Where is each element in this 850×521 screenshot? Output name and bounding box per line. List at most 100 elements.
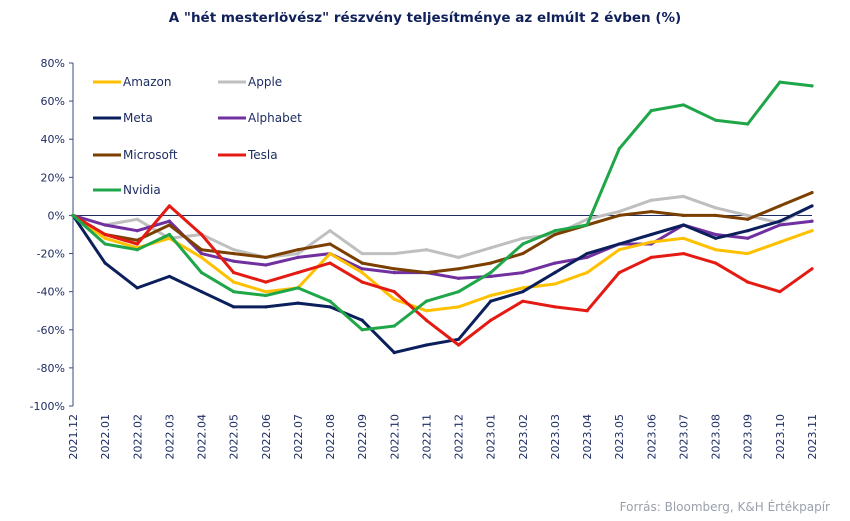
data-point-apple [232,248,236,252]
data-point-amazon [232,280,236,284]
x-tick-label: 2023.03 [549,414,562,460]
data-point-nvidia [199,271,204,275]
x-tick-label: 2023.11 [806,414,819,460]
data-point-meta [360,318,364,322]
legend-label: Nvidia [123,183,161,197]
data-point-apple [456,255,461,259]
data-point-nvidia [103,242,107,246]
series-line-nvidia [71,80,814,332]
series-line-microsoft [71,191,814,275]
data-point-nvidia [71,213,75,218]
data-point-amazon [649,240,653,244]
data-point-nvidia [489,271,493,275]
data-point-microsoft [489,261,493,265]
data-point-microsoft [264,255,268,259]
x-tick-label: 2022.09 [356,414,369,460]
data-point-tesla [232,271,236,275]
x-tick-label: 2022.12 [453,414,466,460]
y-tick-label: 80% [41,57,65,70]
data-point-meta [135,286,139,290]
data-point-microsoft [746,217,750,221]
data-point-amazon [714,248,718,252]
x-tick-label: 2022.11 [420,414,433,460]
data-point-apple [746,213,750,218]
data-point-apple [489,246,493,250]
data-point-microsoft [681,213,686,218]
data-point-tesla [585,309,589,313]
data-point-tesla [424,318,429,322]
data-point-tesla [617,271,621,275]
data-point-tesla [553,305,557,309]
data-point-meta [585,251,589,256]
data-point-apple [328,229,332,233]
data-point-nvidia [360,328,364,332]
x-tick-label: 2023.05 [613,414,626,460]
data-point-amazon [328,251,332,256]
data-point-amazon [585,271,589,275]
y-tick-label: -40% [37,286,65,299]
data-point-meta [521,290,525,294]
data-point-alphabet [810,219,814,223]
data-point-tesla [328,261,332,265]
series-line-meta [71,204,814,355]
data-point-apple [424,248,429,252]
series-line-amazon [71,213,814,313]
data-point-alphabet [360,267,364,271]
data-point-tesla [649,255,653,259]
data-point-amazon [424,309,429,313]
data-point-nvidia [714,118,718,122]
data-point-amazon [617,248,621,252]
data-point-microsoft [167,223,171,227]
y-axis-ticks: -100% -80% -60% -40% -20% 0% 20% 40% 60% 80% [30,57,73,413]
data-point-meta [392,351,396,355]
data-point-apple [681,194,686,198]
data-point-alphabet [296,255,300,259]
data-point-microsoft [617,213,621,218]
data-point-meta [264,305,268,309]
legend: Amazon Apple Meta Alphabet Microsoft Tesla Nvi… [93,75,302,197]
data-point-nvidia [617,147,621,151]
x-tick-label: 2021.12 [67,414,80,460]
data-point-apple [521,236,525,240]
data-point-tesla [489,318,493,322]
data-point-alphabet [199,251,204,256]
x-tick-label: 2022.04 [196,414,209,460]
x-tick-label: 2023.04 [581,414,594,460]
y-tick-label: 0% [48,209,65,222]
y-tick-label: -60% [37,324,65,337]
data-point-meta [553,271,557,275]
data-point-tesla [714,261,718,265]
x-tick-label: 2023.02 [517,414,530,460]
data-point-amazon [456,305,461,309]
data-point-amazon [746,251,750,256]
data-point-nvidia [328,299,332,303]
y-tick-label: -100% [30,400,65,413]
x-tick-label: 2022.10 [388,414,401,460]
data-point-microsoft [456,267,461,271]
data-point-microsoft [714,213,718,218]
y-tick-label: -20% [37,248,65,261]
data-point-amazon [489,293,493,298]
data-point-meta [617,242,621,246]
data-point-tesla [746,280,750,284]
series-line-tesla [71,204,814,347]
data-point-tesla [135,242,139,246]
data-point-microsoft [360,261,364,265]
data-point-nvidia [424,299,429,303]
data-point-amazon [521,286,525,290]
data-point-alphabet [746,236,750,240]
data-point-nvidia [746,122,750,126]
legend-label: Meta [123,111,153,125]
data-point-tesla [681,251,686,256]
legend-label: Amazon [123,75,172,89]
data-point-tesla [456,343,461,347]
series-line-apple [71,194,814,259]
x-tick-label: 2022.03 [163,414,176,460]
data-point-tesla [296,271,300,275]
data-point-nvidia [553,229,557,233]
data-point-nvidia [810,84,814,88]
data-point-microsoft [199,248,204,252]
x-tick-label: 2022.08 [324,414,337,460]
data-point-alphabet [585,255,589,259]
y-tick-label: -80% [37,362,65,375]
